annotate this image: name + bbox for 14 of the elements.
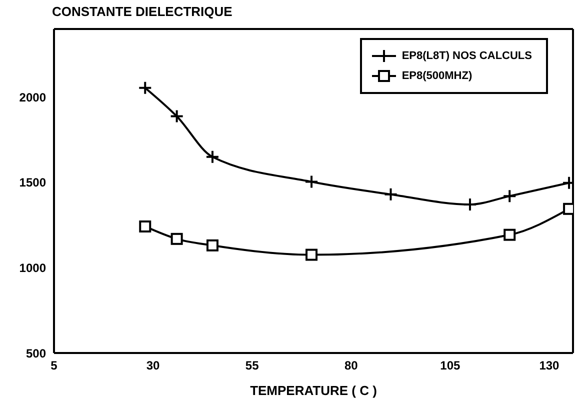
x-tick-label: 55: [245, 358, 260, 373]
x-tick-label: 130: [539, 358, 560, 373]
y-tick-label: 1500: [19, 176, 46, 190]
y-tick-label: 500: [26, 346, 46, 360]
x-tick-label: 5: [50, 358, 58, 373]
x-axis-title: TEMPERATURE ( C ): [250, 383, 377, 398]
chart-title: CONSTANTE DIELECTRIQUE: [52, 4, 232, 19]
x-tick-label: 105: [440, 358, 461, 373]
legend-label: EP8(500MHZ): [402, 69, 472, 84]
y-tick-label: 2000: [19, 90, 46, 104]
y-tick-label: 1000: [19, 260, 46, 275]
x-tick-label: 30: [146, 358, 160, 373]
legend-label: EP8(L8T) NOS CALCULS: [402, 49, 532, 64]
x-tick-label: 80: [344, 358, 358, 373]
